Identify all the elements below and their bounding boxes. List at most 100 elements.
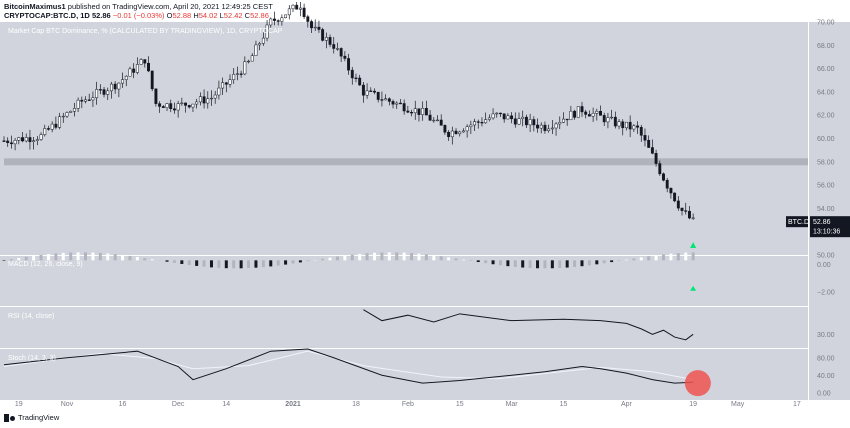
candle-body: [510, 115, 514, 120]
candle-body: [402, 103, 406, 112]
candle-body: [658, 163, 662, 175]
candle-body: [336, 48, 339, 50]
candle-body: [684, 210, 688, 212]
candle-body: [562, 118, 565, 123]
candle-body: [547, 128, 551, 131]
candle-body: [480, 121, 484, 124]
macd-histogram-bar: [261, 260, 265, 268]
candle-body: [387, 98, 391, 102]
candle-body: [276, 20, 280, 22]
candle-body: [621, 121, 625, 129]
footer: TradingView: [4, 413, 59, 422]
macd-histogram-bar: [676, 253, 680, 261]
time-tick-label: 15: [560, 401, 568, 408]
candle-body: [502, 113, 506, 120]
time-tick-label: 19: [689, 401, 697, 408]
candle-body: [469, 124, 473, 128]
candle-body: [528, 119, 532, 126]
candle-body: [454, 130, 458, 135]
candle-body: [32, 140, 36, 143]
macd-histogram-bar: [521, 260, 525, 268]
macd-histogram-bar: [61, 252, 65, 261]
chart-title: Market Cap BTC Dominance, % (CALCULATED …: [8, 28, 283, 35]
macd-histogram-bar: [543, 260, 547, 269]
candle-body: [395, 102, 399, 105]
macd-histogram-bar: [617, 260, 621, 261]
macd-histogram-bar: [528, 260, 532, 268]
candle-body: [317, 26, 321, 30]
candle-body: [24, 137, 28, 142]
candle-body: [569, 110, 573, 121]
candle-body: [476, 121, 480, 123]
price-tick-label: 58.00: [817, 159, 835, 166]
rsi-title: RSI (14, close): [8, 313, 54, 320]
candle-body: [69, 110, 73, 113]
candle-body: [595, 110, 599, 114]
candle-body: [50, 123, 54, 130]
support-band: [4, 158, 808, 166]
candle-body: [380, 99, 384, 101]
candle-body: [295, 4, 299, 10]
candle-body: [461, 130, 465, 133]
macd-histogram-bar: [624, 259, 628, 261]
macd-histogram-bar: [135, 256, 139, 261]
candle-body: [536, 124, 539, 129]
macd-histogram-bar: [143, 258, 147, 261]
macd-histogram-bar: [187, 260, 191, 265]
macd-histogram-bar: [91, 252, 95, 261]
macd-histogram-bar: [387, 252, 391, 261]
macd-histogram-bar: [150, 259, 154, 261]
candle-body: [465, 126, 469, 132]
macd-histogram-bar: [513, 260, 517, 267]
macd-histogram-bar: [128, 255, 132, 261]
rsi-line: [363, 309, 694, 341]
macd-histogram-bar: [365, 253, 369, 261]
candle-body: [150, 70, 154, 90]
candle-body: [165, 103, 169, 108]
candle-body: [239, 73, 243, 75]
macd-histogram-bar: [291, 260, 295, 264]
candle-body: [269, 18, 273, 26]
macd-histogram-bar: [580, 260, 584, 267]
candle-body: [691, 217, 695, 219]
macd-histogram-bar: [647, 256, 651, 261]
candle-body: [669, 187, 673, 194]
price-tick-label: 70.00: [817, 20, 835, 27]
candle-body: [261, 37, 265, 44]
candle-body: [298, 7, 302, 10]
macd-histogram-bar: [402, 252, 406, 261]
macd-histogram-bar: [395, 252, 399, 261]
candle-body: [213, 94, 217, 99]
candle-body: [513, 118, 517, 125]
candle-body: [617, 121, 621, 127]
candle-body: [65, 112, 69, 117]
price-tick-label: 62.00: [817, 113, 835, 120]
candle-body: [550, 127, 554, 130]
candle-body: [135, 64, 139, 73]
candle-body: [636, 125, 640, 128]
candle-body: [680, 207, 684, 211]
macd-signal-arrow-icon: [690, 285, 697, 291]
candle-body: [606, 117, 610, 123]
last-value: 52.86: [91, 11, 111, 20]
time-tick-label: 2021: [285, 401, 301, 408]
time-tick-label: 18: [352, 401, 360, 408]
candle-body: [613, 116, 617, 127]
candle-body: [473, 121, 476, 126]
time-tick-label: 19: [15, 401, 23, 408]
candle-body: [347, 58, 351, 71]
macd-histogram-bar: [350, 254, 354, 261]
candle-body: [6, 140, 10, 144]
macd-histogram-bar: [69, 252, 73, 261]
candle-body: [361, 84, 365, 96]
macd-histogram-bar: [276, 260, 280, 266]
author-name[interactable]: BitcoinMaximus1: [4, 2, 66, 11]
macd-histogram-bar: [632, 258, 636, 261]
candle-body: [450, 130, 454, 138]
stoch-k-line: [3, 348, 694, 384]
macd-histogram-bar: [46, 254, 50, 261]
candle-body: [628, 121, 632, 130]
macd-histogram-bar: [76, 252, 80, 261]
candle-body: [543, 124, 547, 131]
